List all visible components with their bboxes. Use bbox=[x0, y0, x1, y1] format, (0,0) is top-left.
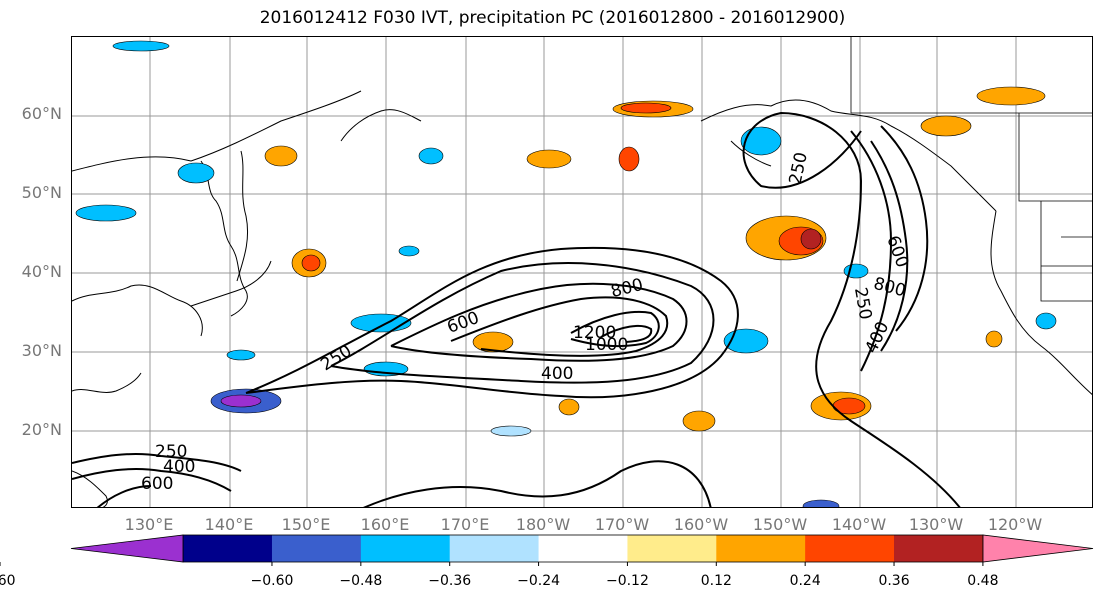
lon-label-150w: 150°W bbox=[752, 515, 808, 534]
contour-label: 250 bbox=[786, 150, 812, 186]
contour-label: 1000 bbox=[585, 335, 628, 355]
ivt-contours bbox=[72, 111, 961, 507]
colorbar-tick-label: 0.24 bbox=[789, 573, 821, 589]
colorbar-tick-label: 0.48 bbox=[967, 573, 999, 589]
colorbar-tick-label: 0.60 bbox=[0, 573, 16, 589]
map-title: 2016012412 F030 IVT, precipitation PC (2… bbox=[259, 8, 846, 28]
lon-label-160w: 160°W bbox=[673, 515, 729, 534]
lon-label-120w: 120°W bbox=[987, 515, 1043, 534]
colorbar-cell bbox=[627, 535, 717, 562]
lat-label-40: 40°N bbox=[21, 262, 62, 281]
precip-negative-regions bbox=[75, 40, 1057, 507]
contour-label: 600 bbox=[882, 233, 912, 270]
colorbar-cell bbox=[894, 535, 984, 562]
colorbar-cell bbox=[805, 535, 895, 562]
lon-label-180w: 180°W bbox=[515, 515, 571, 534]
lon-label-130w: 130°W bbox=[908, 515, 964, 534]
colorbar-tick-label: −0.24 bbox=[517, 573, 561, 589]
lon-label-160e: 160°E bbox=[360, 515, 410, 534]
contour-label: 1200 bbox=[573, 323, 616, 343]
colorbar-tick-label: −0.60 bbox=[250, 573, 294, 589]
map-panel: 250 600 800 1200 1000 400 250 400 600 25… bbox=[71, 36, 1093, 508]
lon-label-140e: 140°E bbox=[204, 515, 254, 534]
colorbar-outline bbox=[182, 534, 984, 563]
lon-label-130e: 130°E bbox=[124, 515, 174, 534]
contour-label: 800 bbox=[609, 275, 645, 302]
colorbar-tick-label: −0.36 bbox=[428, 573, 472, 589]
lat-label-20: 20°N bbox=[21, 420, 62, 439]
colorbar-cell bbox=[716, 535, 806, 562]
colorbar-cell bbox=[360, 535, 451, 562]
lon-label-170e: 170°E bbox=[440, 515, 490, 534]
colorbar-cell bbox=[183, 535, 273, 562]
colorbar-tick-label: 0.36 bbox=[878, 573, 910, 589]
contour-label: 400 bbox=[163, 457, 195, 477]
lat-label-30: 30°N bbox=[21, 341, 62, 360]
contour-label: 250 bbox=[850, 286, 875, 321]
lon-label-140w: 140°W bbox=[831, 515, 887, 534]
contour-label: 600 bbox=[445, 308, 482, 338]
precip-positive-regions bbox=[264, 86, 1046, 432]
colorbar-extend-low bbox=[70, 534, 184, 563]
contour-label: 800 bbox=[871, 274, 908, 302]
contour-label: 400 bbox=[541, 364, 573, 384]
coastlines bbox=[72, 90, 1092, 507]
colorbar-tick-label: 0.12 bbox=[700, 573, 732, 589]
map-gridlines bbox=[72, 37, 1092, 507]
colorbar-extend-high bbox=[982, 534, 1094, 563]
colorbar-cell bbox=[449, 535, 540, 562]
colorbar-tick-label: −0.12 bbox=[605, 573, 649, 589]
lon-label-150e: 150°E bbox=[281, 515, 331, 534]
colorbar-cell bbox=[271, 535, 362, 562]
contour-label: 600 bbox=[141, 474, 173, 494]
contour-label: 250 bbox=[317, 341, 355, 375]
lat-label-60: 60°N bbox=[21, 104, 62, 123]
colorbar-cells bbox=[0, 534, 1094, 566]
lon-label-170w: 170°W bbox=[594, 515, 650, 534]
contour-label: 250 bbox=[155, 442, 187, 462]
political-borders bbox=[850, 37, 1092, 302]
colorbar-cell bbox=[538, 535, 628, 562]
colorbar-tick-label: −0.48 bbox=[339, 573, 383, 589]
lat-label-50: 50°N bbox=[21, 183, 62, 202]
